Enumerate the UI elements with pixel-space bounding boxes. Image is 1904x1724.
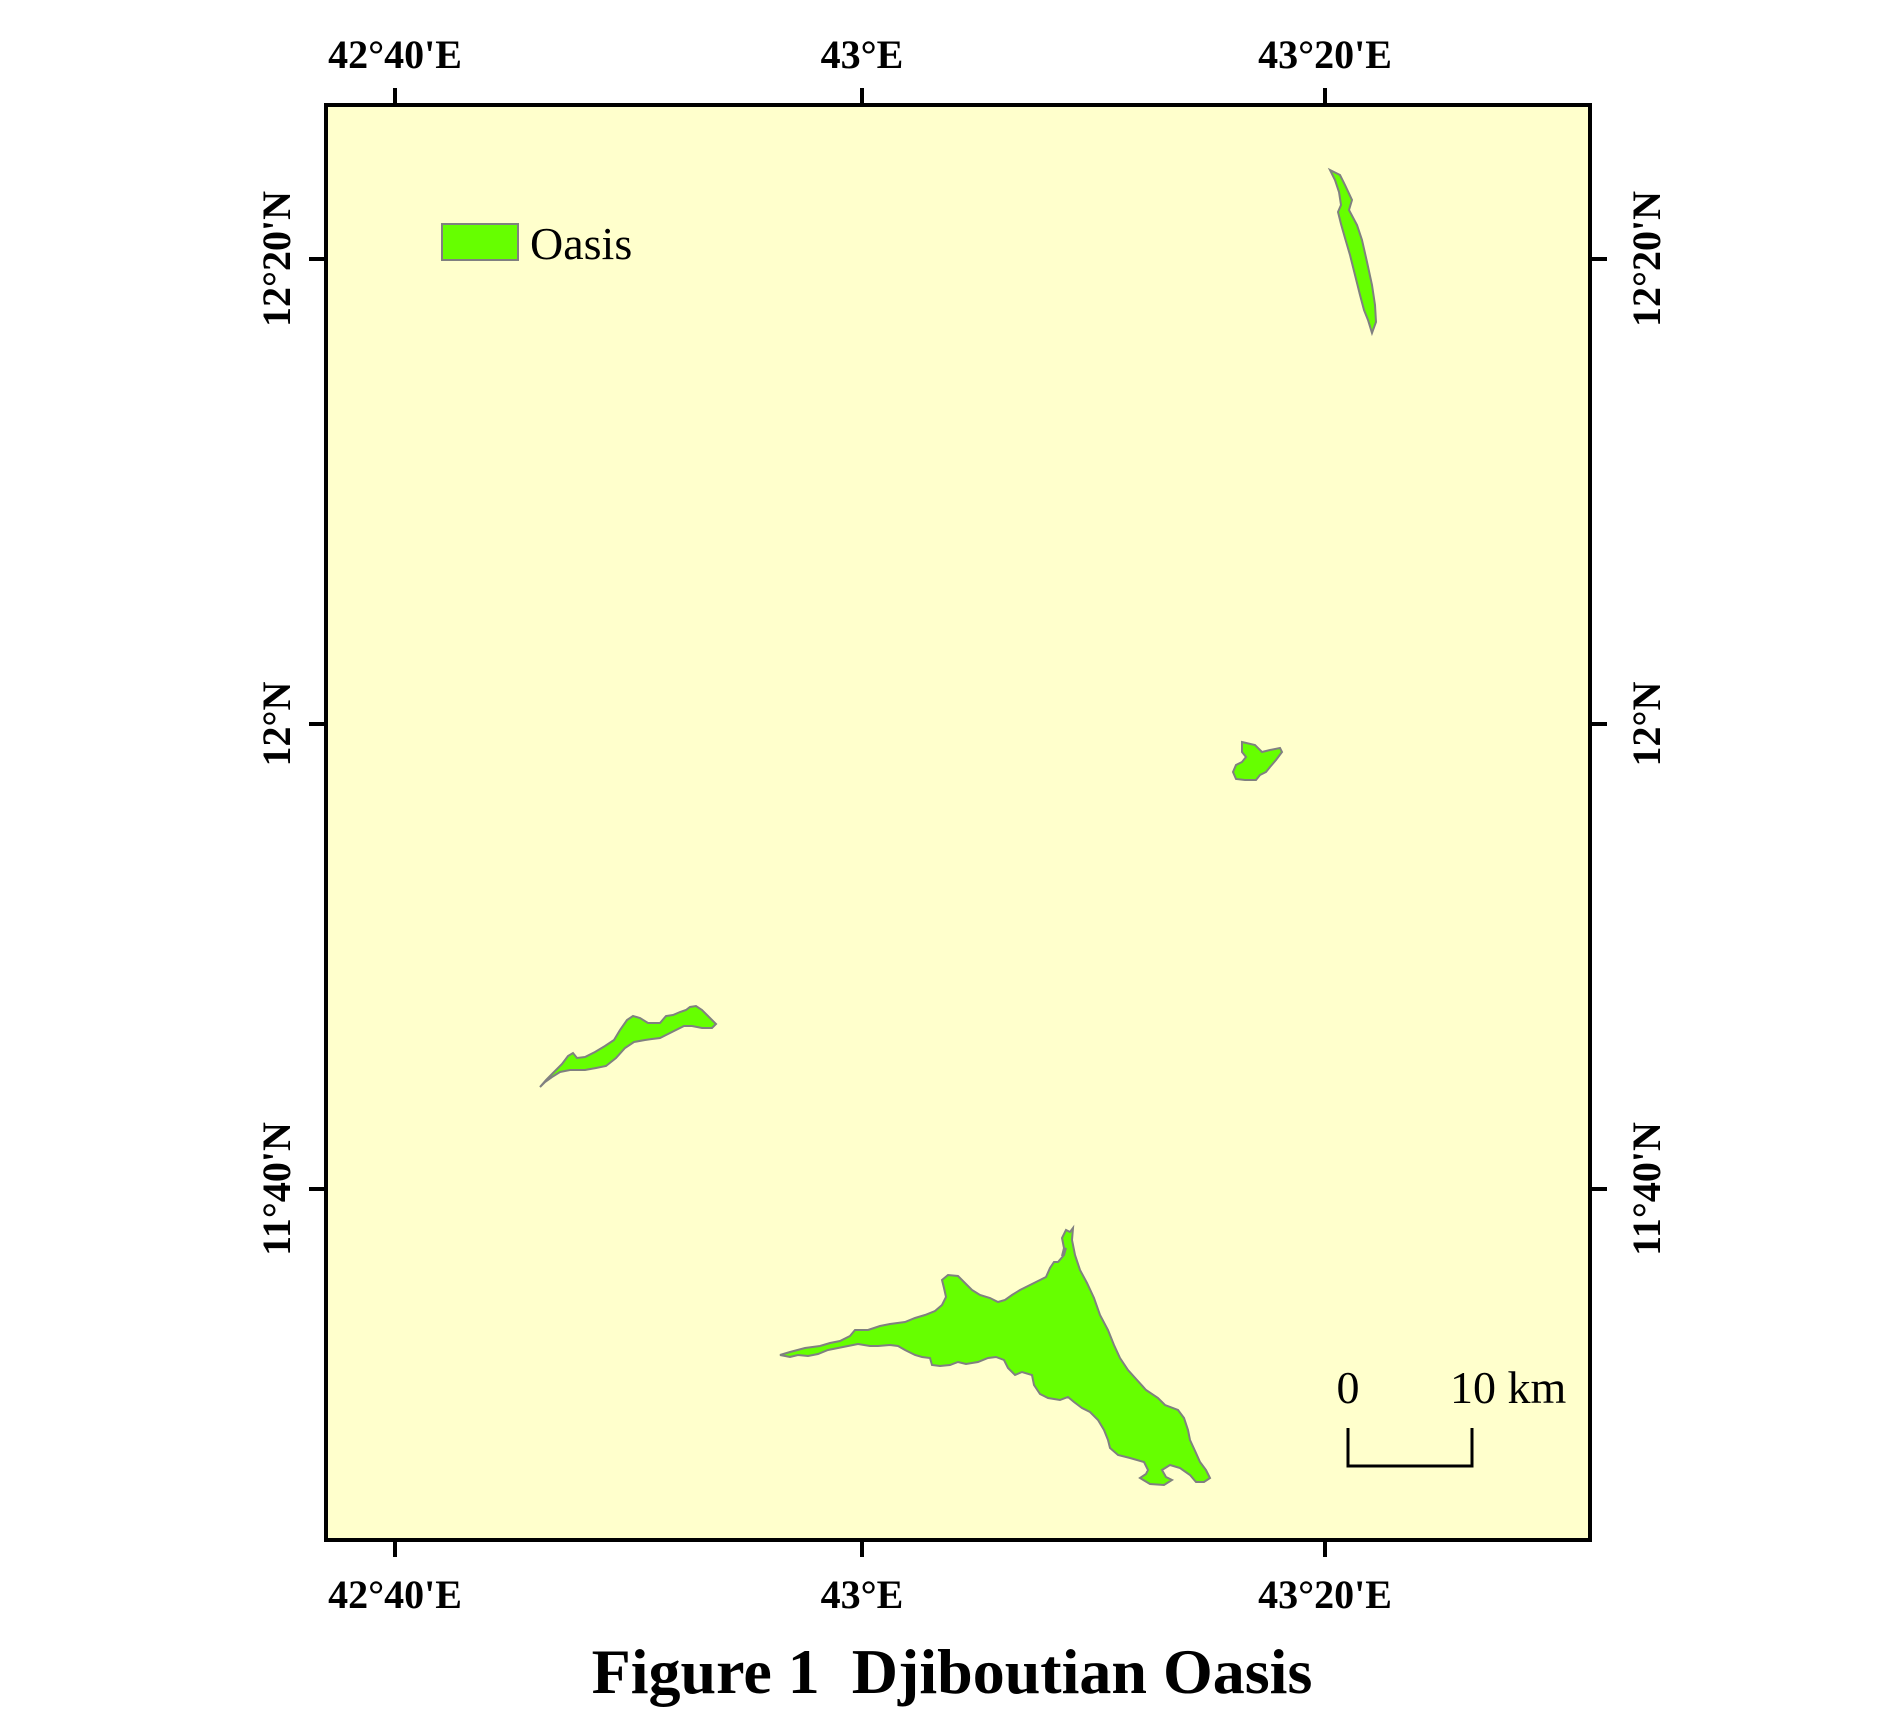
figure-caption: Figure 1 Djiboutian Oasis [592, 1636, 1313, 1707]
bottom-lon-label: 43°20'E [1258, 1572, 1392, 1617]
left-lat-label: 11°40'N [254, 1122, 299, 1256]
oasis-middle-east[interactable] [1231, 740, 1284, 781]
bottom-longitude-labels: 42°40'E 43°E 43°20'E [328, 1572, 1392, 1617]
scale-bar: 0 10 km [1337, 1362, 1567, 1468]
right-latitude-labels: 12°20'N 12°N 11°40'N [1624, 191, 1669, 1256]
top-lon-label: 42°40'E [328, 32, 462, 77]
legend: Oasis [441, 218, 632, 269]
bottom-lon-label: 43°E [821, 1572, 904, 1617]
right-lat-label: 11°40'N [1624, 1122, 1669, 1256]
oasis-south-lake[interactable] [779, 1224, 1212, 1487]
legend-oasis-label: Oasis [530, 218, 632, 269]
oasis-west[interactable] [539, 1004, 718, 1088]
left-lat-label: 12°20'N [254, 191, 299, 327]
graticule-ticks [309, 88, 1607, 1557]
scale-bar-end-label: 10 km [1450, 1362, 1567, 1413]
right-lat-label: 12°N [1624, 681, 1669, 766]
oasis-north[interactable] [1327, 167, 1378, 337]
scale-bar-line [1346, 1428, 1474, 1468]
left-lat-label: 12°N [254, 681, 299, 766]
top-lon-label: 43°E [821, 32, 904, 77]
legend-oasis-swatch [441, 223, 519, 261]
left-latitude-labels: 12°20'N 12°N 11°40'N [254, 191, 299, 1256]
oasis-regions [539, 167, 1378, 1487]
bottom-lon-label: 42°40'E [328, 1572, 462, 1617]
top-lon-label: 43°20'E [1258, 32, 1392, 77]
top-longitude-labels: 42°40'E 43°E 43°20'E [328, 32, 1392, 77]
scale-bar-start-label: 0 [1337, 1362, 1360, 1413]
right-lat-label: 12°20'N [1624, 191, 1669, 327]
